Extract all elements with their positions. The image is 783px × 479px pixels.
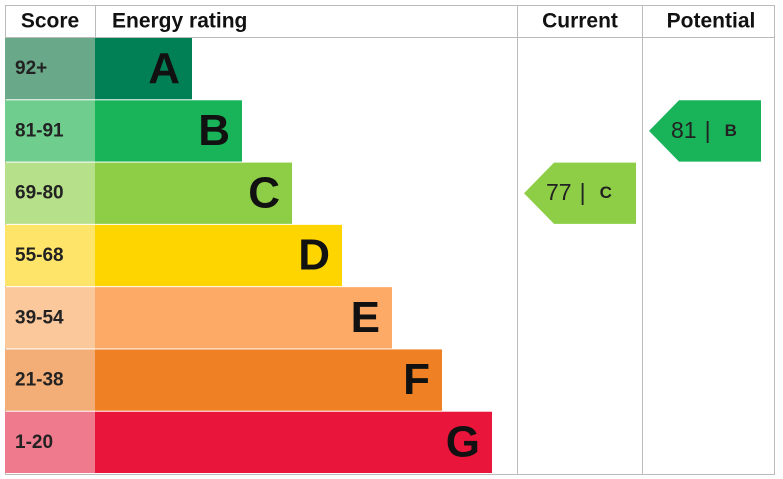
header-potential: Potential <box>667 10 756 33</box>
score-label: 39-54 <box>15 307 64 328</box>
header-current: Current <box>542 10 618 33</box>
current-label: 77 | C <box>546 179 612 205</box>
potential-score: 81 <box>671 117 697 143</box>
score-cell <box>5 411 95 473</box>
band-letter: B <box>198 106 230 155</box>
current-arrow <box>524 162 636 224</box>
score-label: 1-20 <box>15 432 53 453</box>
band-letter: C <box>248 168 280 217</box>
rating-bar <box>95 38 192 100</box>
score-cell <box>5 38 95 100</box>
rating-bar <box>95 162 292 224</box>
rating-bar <box>95 287 392 349</box>
band-letter: E <box>351 293 380 342</box>
score-cell <box>5 162 95 224</box>
header-rating: Energy rating <box>112 10 247 33</box>
band-letter: A <box>148 44 180 93</box>
potential-arrow <box>649 100 761 162</box>
rating-bar <box>95 411 492 473</box>
score-label: 55-68 <box>15 245 64 266</box>
band-letter: F <box>403 355 430 404</box>
potential-separator: | <box>705 117 711 143</box>
current-separator: | <box>580 179 586 205</box>
score-label: 21-38 <box>15 370 64 391</box>
score-cell <box>5 100 95 162</box>
band-letter: D <box>298 231 330 280</box>
current-score: 77 <box>546 179 572 205</box>
score-label: 81-91 <box>15 120 64 141</box>
header-score: Score <box>21 10 79 33</box>
potential-label: 81 | B <box>671 117 737 143</box>
rating-bar <box>95 100 242 162</box>
score-label: 92+ <box>15 58 47 79</box>
potential-band: B <box>725 121 737 140</box>
score-label: 69-80 <box>15 183 64 204</box>
current-band: C <box>600 184 612 203</box>
rating-bar <box>95 224 342 287</box>
score-cell <box>5 349 95 411</box>
score-cell <box>5 224 95 287</box>
rating-bar <box>95 349 442 411</box>
band-letter: G <box>446 417 480 466</box>
score-cell <box>5 287 95 349</box>
